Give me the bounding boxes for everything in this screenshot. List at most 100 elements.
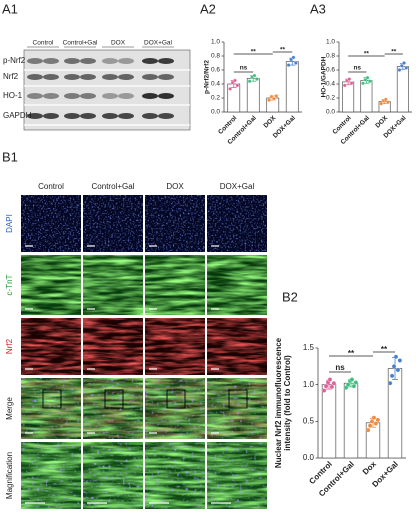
band xyxy=(158,58,174,64)
micrograph-texture xyxy=(207,318,267,375)
micrograph-texture xyxy=(21,255,81,315)
micrograph-texture xyxy=(145,255,205,315)
y-tick-label: 0.8 xyxy=(326,53,335,60)
band xyxy=(64,74,80,80)
band xyxy=(27,58,43,64)
micrograph-texture xyxy=(21,442,81,509)
band xyxy=(43,113,59,119)
image-column-label: Control xyxy=(38,182,64,191)
y-tick-label: 0.0 xyxy=(211,109,220,116)
blot: Control Control+Gal DOX DOX+Gal p-Nrf2 Nrf2 HO… xyxy=(3,40,190,126)
band xyxy=(102,113,118,119)
micrograph-texture xyxy=(83,255,143,315)
zoom-box xyxy=(104,389,124,409)
micrograph-texture xyxy=(83,318,143,375)
data-point xyxy=(252,73,257,78)
data-point xyxy=(365,427,371,433)
panel-label: A1 xyxy=(2,1,18,16)
data-point xyxy=(345,382,351,387)
y-axis-label: Nuclear Nrf2 immunofluorescence xyxy=(274,337,283,468)
blot-row-label: Nrf2 xyxy=(3,72,19,81)
bar xyxy=(396,66,409,113)
bar xyxy=(321,384,337,459)
band xyxy=(142,113,158,119)
band xyxy=(80,113,96,119)
image-column-label: DOX xyxy=(166,182,184,191)
panel-label: B2 xyxy=(282,289,298,304)
micrograph-texture xyxy=(21,378,81,439)
blot-row-label: HO-1 xyxy=(3,91,23,100)
band xyxy=(158,74,174,80)
data-point xyxy=(269,94,274,99)
micrograph-texture xyxy=(21,195,81,252)
significance-label: ** xyxy=(391,49,397,56)
data-point xyxy=(291,55,296,60)
y-axis-label: p-Nrf2/Nrf2 xyxy=(204,60,211,94)
micrograph-texture xyxy=(207,195,267,252)
data-point xyxy=(397,358,403,363)
band xyxy=(43,74,59,80)
y-tick-label: 0.6 xyxy=(326,67,335,74)
data-point xyxy=(321,388,327,393)
band xyxy=(80,74,96,80)
blot-column-label: Control+Gal xyxy=(63,40,98,47)
data-point xyxy=(402,61,406,65)
micrograph-texture xyxy=(83,378,143,439)
data-point xyxy=(353,380,359,385)
image-column-label: DOX+Gal xyxy=(220,182,255,191)
data-point xyxy=(369,419,375,424)
band xyxy=(102,93,118,99)
y-tick-label: 0.4 xyxy=(326,81,335,88)
data-point xyxy=(235,83,240,88)
data-point xyxy=(347,77,352,81)
micrograph-texture xyxy=(207,442,267,509)
data-point xyxy=(367,79,372,84)
data-point xyxy=(371,415,377,420)
band xyxy=(118,113,134,119)
data-point xyxy=(361,81,365,86)
blot-column-label: DOX+Gal xyxy=(144,40,173,47)
data-point xyxy=(274,94,279,98)
data-point xyxy=(367,423,373,428)
data-point xyxy=(399,63,404,68)
y-tick-label: 0.4 xyxy=(211,81,220,88)
zoom-box xyxy=(228,389,248,409)
band xyxy=(27,93,43,99)
data-point xyxy=(375,417,381,423)
y-tick-label: 1.5 xyxy=(303,343,315,352)
y-tick-label: 0.2 xyxy=(326,95,335,102)
blot-row-label: GAPDH xyxy=(3,111,32,120)
significance-label: ** xyxy=(280,47,286,54)
data-point xyxy=(289,57,293,62)
micrograph-texture xyxy=(145,442,205,509)
x-tick-label: DOX xyxy=(374,114,389,129)
data-point xyxy=(349,377,355,382)
data-point xyxy=(389,373,395,379)
y-axis-label: intensity (fold to Control) xyxy=(283,355,292,451)
zoom-box xyxy=(42,389,62,409)
data-point xyxy=(228,87,232,91)
micrograph-texture xyxy=(145,318,205,375)
significance-label: ** xyxy=(348,349,355,358)
image-row-label: Merge xyxy=(5,397,14,420)
band xyxy=(80,58,96,64)
y-tick-label: 0.2 xyxy=(211,95,220,102)
significance-label: ** xyxy=(364,51,370,58)
band xyxy=(102,74,118,80)
data-point xyxy=(349,81,354,86)
data-point xyxy=(363,77,368,82)
band xyxy=(158,113,174,119)
significance-label: ** xyxy=(251,49,257,56)
bar xyxy=(285,61,299,113)
significance-label: ns xyxy=(335,363,345,372)
band xyxy=(64,58,80,64)
band xyxy=(158,93,174,99)
image-row-label: c-TnT xyxy=(5,274,14,295)
data-point xyxy=(342,83,347,88)
y-tick-label: 0.6 xyxy=(211,67,220,74)
data-point xyxy=(286,63,291,67)
data-point xyxy=(294,61,298,65)
data-point xyxy=(393,354,399,360)
data-point xyxy=(233,78,237,83)
